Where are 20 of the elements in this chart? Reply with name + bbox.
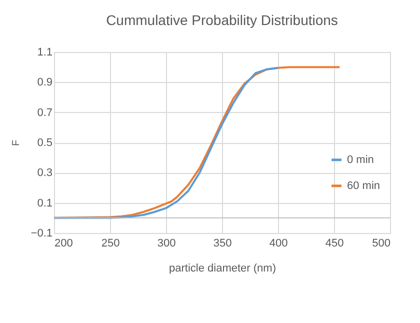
y-tick-label: 0.9 <box>37 76 52 89</box>
line-series <box>53 66 279 219</box>
x-tick-label: 200 <box>54 238 73 250</box>
y-tick-label: 0.3 <box>37 167 52 180</box>
legend-label: 0 min <box>347 154 374 166</box>
y-tick-label: 0.1 <box>37 197 52 210</box>
y-axis-title: F <box>10 140 22 146</box>
x-tick-label: 350 <box>213 238 232 250</box>
x-axis-title: particle diameter (nm) <box>169 262 276 274</box>
y-tick-label: 0.5 <box>37 137 52 149</box>
y-tick-label: −0.1 <box>30 228 52 240</box>
y-tick-label: 0.7 <box>37 106 52 119</box>
legend-label: 60 min <box>347 180 380 192</box>
x-tick-label: 500 <box>372 238 390 250</box>
x-tick-label: 300 <box>157 238 176 250</box>
y-tick-label: 1.1 <box>37 46 52 58</box>
chart-title: Cummulative Probability Distributions <box>106 12 338 28</box>
x-tick-label: 400 <box>269 238 288 250</box>
x-tick-label: 250 <box>101 238 120 250</box>
x-tick-label: 450 <box>325 238 344 250</box>
